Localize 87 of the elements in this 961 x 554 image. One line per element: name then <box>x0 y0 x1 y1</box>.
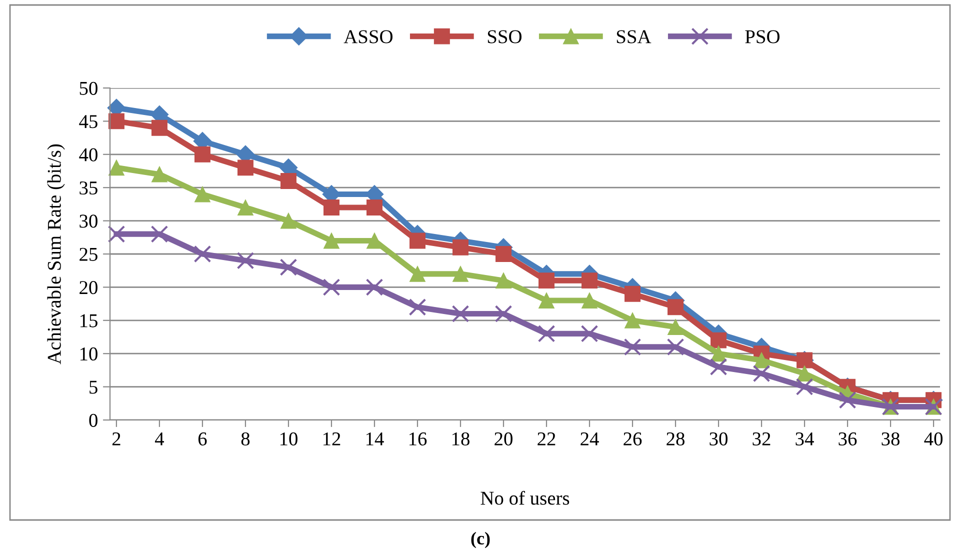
point <box>582 292 598 308</box>
point <box>710 346 727 362</box>
point <box>322 278 340 296</box>
point <box>496 272 512 289</box>
legend-label: SSA <box>616 30 652 44</box>
text: (c) <box>471 532 490 548</box>
point <box>151 120 168 136</box>
y-tick-label: 40 <box>79 148 98 162</box>
point <box>108 225 126 243</box>
x-tick-label: 38 <box>882 432 900 446</box>
y-axis-title: Achievable Sum Rate (bit/s) <box>47 144 65 364</box>
legend-label: ASSO <box>344 30 392 44</box>
x-tick-label: 22 <box>538 432 556 446</box>
x-tick-label: 4 <box>154 432 164 446</box>
point <box>796 366 813 382</box>
point <box>410 232 426 249</box>
point <box>838 391 856 409</box>
legend-label: PSO <box>745 30 780 44</box>
point <box>710 358 728 376</box>
point <box>150 225 168 243</box>
point <box>496 246 512 262</box>
point <box>237 200 254 216</box>
x-tick-label: 10 <box>280 432 298 446</box>
x-axis-title: No of users <box>480 490 570 505</box>
point <box>452 266 468 282</box>
x-tick-label: 2 <box>112 432 120 446</box>
y-tick-label: 15 <box>80 314 98 328</box>
point <box>280 172 296 189</box>
y-tick-label: 25 <box>80 248 98 261</box>
x-tick-label: 36 <box>838 432 857 446</box>
x-tick-label: 32 <box>752 432 770 446</box>
x-tick-label: 30 <box>710 432 728 446</box>
point <box>323 232 340 249</box>
point <box>624 338 642 356</box>
point <box>194 245 212 263</box>
point <box>668 319 684 336</box>
y-tick-label: 30 <box>80 214 98 228</box>
point <box>236 252 254 270</box>
x-tick-label: 40 <box>924 432 943 446</box>
point <box>194 146 210 162</box>
point <box>538 272 554 289</box>
x-tick-label: 6 <box>198 432 207 446</box>
point <box>280 212 296 229</box>
y-tick-label: 50 <box>80 82 98 95</box>
y-tick-label: 45 <box>79 115 98 128</box>
point <box>666 338 684 356</box>
point <box>366 278 384 296</box>
x-tick-label: 24 <box>580 432 599 446</box>
y-tick-label: 20 <box>80 281 98 294</box>
point <box>668 299 684 316</box>
point <box>408 298 426 316</box>
x-tick-label: 8 <box>241 432 250 446</box>
x-tick-label: 26 <box>624 432 642 446</box>
point <box>108 113 124 130</box>
y-tick-label: 10 <box>80 347 98 361</box>
y-tick-label: 35 <box>80 181 98 195</box>
y-tick-label: 0 <box>89 414 98 427</box>
x-tick-label: 28 <box>666 432 684 446</box>
point <box>494 305 512 322</box>
x-tick-label: 12 <box>323 432 340 446</box>
point <box>710 332 727 348</box>
point <box>452 305 470 322</box>
x-tick-label: 18 <box>452 432 470 446</box>
point <box>538 292 554 308</box>
legend-label: SSO <box>488 30 522 44</box>
point <box>151 166 168 182</box>
x-tick-label: 16 <box>409 432 427 446</box>
point <box>582 272 598 289</box>
point <box>452 239 468 256</box>
point <box>194 186 210 202</box>
point <box>237 160 254 176</box>
point <box>796 378 814 396</box>
point <box>752 364 770 382</box>
x-tick-label: 34 <box>796 432 814 446</box>
x-tick-label: 20 <box>494 432 512 446</box>
point <box>538 324 556 342</box>
point <box>580 324 598 342</box>
point <box>280 258 298 276</box>
x-tick-label: 14 <box>366 432 384 446</box>
point <box>108 160 124 176</box>
point <box>624 312 640 328</box>
point <box>366 200 382 216</box>
point <box>410 266 426 282</box>
point <box>323 200 340 216</box>
point <box>366 232 382 249</box>
y-tick-label: 5 <box>90 380 98 394</box>
point <box>624 286 640 302</box>
